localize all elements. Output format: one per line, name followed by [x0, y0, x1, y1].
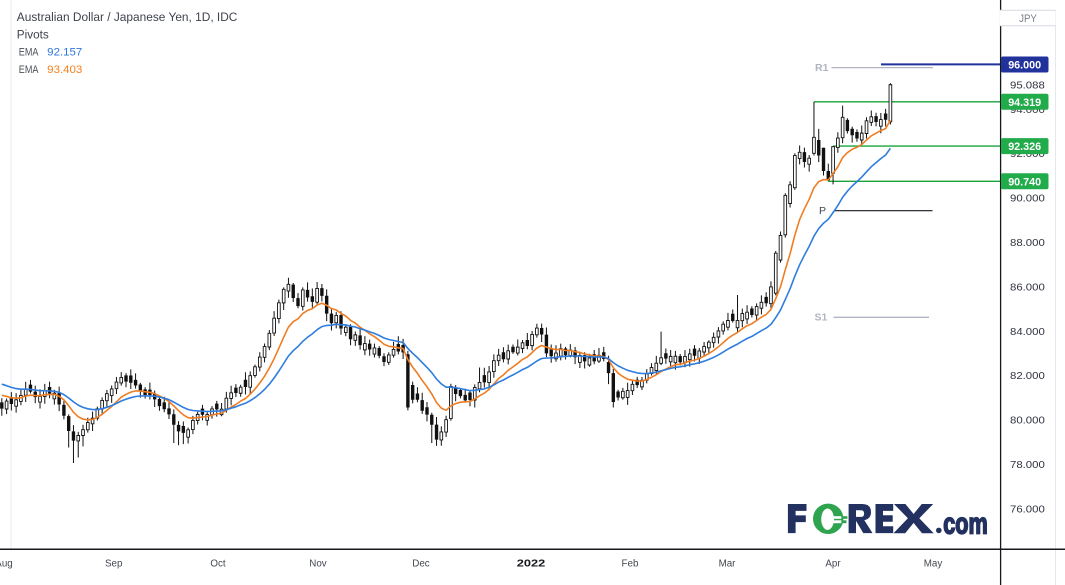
svg-text:94.000: 94.000 [1010, 105, 1045, 116]
svg-text:Pivots: Pivots [17, 28, 49, 42]
svg-text:P: P [819, 205, 826, 217]
svg-text:90.740: 90.740 [1008, 176, 1041, 188]
svg-text:92.000: 92.000 [1010, 149, 1045, 160]
svg-text:90.000: 90.000 [1010, 194, 1045, 205]
svg-text:2022: 2022 [517, 558, 546, 570]
svg-text:88.000: 88.000 [1010, 238, 1045, 249]
svg-text:Feb: Feb [622, 559, 639, 570]
svg-text:96.000: 96.000 [1008, 60, 1041, 72]
svg-text:S1: S1 [815, 312, 828, 324]
svg-text:EMA: EMA [19, 64, 39, 76]
svg-text:R1: R1 [815, 62, 829, 74]
svg-text:92.157: 92.157 [47, 46, 82, 58]
svg-text:EMA: EMA [19, 46, 39, 58]
svg-text:com: com [943, 508, 988, 541]
svg-text:Australian Dollar / Japanese Y: Australian Dollar / Japanese Yen, 1D, ID… [17, 10, 238, 24]
svg-text:93.403: 93.403 [47, 64, 82, 76]
svg-text:Apr: Apr [825, 559, 841, 570]
svg-text:Oct: Oct [210, 559, 226, 570]
svg-text:Sep: Sep [105, 559, 123, 570]
svg-text:Aug: Aug [0, 559, 13, 570]
svg-text:78.000: 78.000 [1010, 460, 1045, 471]
svg-text:82.000: 82.000 [1010, 371, 1045, 382]
svg-text:May: May [924, 559, 943, 570]
svg-text:Mar: Mar [719, 559, 737, 570]
svg-text:JPY: JPY [1019, 13, 1037, 25]
svg-text:80.000: 80.000 [1010, 416, 1045, 427]
svg-text:Nov: Nov [309, 559, 327, 570]
svg-text:84.000: 84.000 [1010, 327, 1045, 338]
svg-text:76.000: 76.000 [1010, 504, 1045, 515]
svg-text:Dec: Dec [412, 559, 430, 570]
svg-text:94.319: 94.319 [1008, 97, 1041, 109]
svg-text:86.000: 86.000 [1010, 282, 1045, 293]
svg-text:92.326: 92.326 [1008, 141, 1041, 153]
svg-text:95.088: 95.088 [1010, 81, 1045, 92]
